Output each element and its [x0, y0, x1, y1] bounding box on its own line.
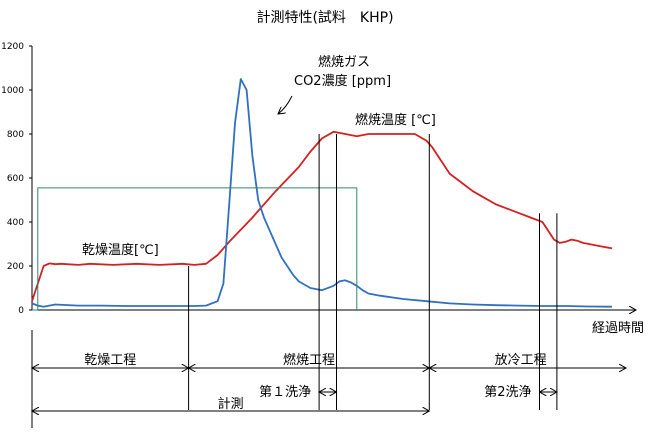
- y-tick-label: 1000: [1, 86, 24, 96]
- series-co2-line: [31, 78, 613, 308]
- y-tick-label: 800: [7, 130, 24, 140]
- chart-title: 計測特性(試料 KHP): [256, 10, 393, 26]
- y-axis-ticks: 0 200 400 600 800 1000 1200: [1, 42, 32, 316]
- y-tick-label: 1200: [1, 42, 24, 52]
- phase-label: 燃焼工程: [283, 352, 335, 368]
- x-axis-label: 経過時間: [592, 321, 644, 336]
- series-temperature-line: [31, 130, 613, 302]
- series-reference-line: [32, 187, 358, 311]
- y-tick-label: 600: [7, 174, 24, 184]
- annotation-co2-leader: [278, 95, 293, 114]
- phase-label: 放冷工程: [495, 353, 547, 368]
- series-layer: [31, 78, 613, 311]
- y-tick-label: 200: [7, 262, 24, 272]
- annotation-co2-line1: 燃焼ガス: [318, 54, 370, 70]
- y-tick-label: 400: [7, 218, 24, 228]
- annotation-layer: 燃焼ガス CO2濃度 [ppm] 燃焼温度 [℃] 乾燥温度[℃]: [82, 54, 436, 258]
- annotation-combustion-temp: 燃焼温度 [℃]: [355, 112, 436, 128]
- wash-label: 第2洗浄: [484, 385, 531, 400]
- annotation-drying-temp: 乾燥温度[℃]: [82, 242, 159, 258]
- y-tick-label: 0: [18, 306, 24, 316]
- phase-label: 乾燥工程: [84, 353, 136, 368]
- wash-label: 第１洗浄: [259, 385, 311, 400]
- measurement-label: 計測: [218, 396, 244, 412]
- annotation-co2-line2: CO2濃度 [ppm]: [294, 73, 391, 89]
